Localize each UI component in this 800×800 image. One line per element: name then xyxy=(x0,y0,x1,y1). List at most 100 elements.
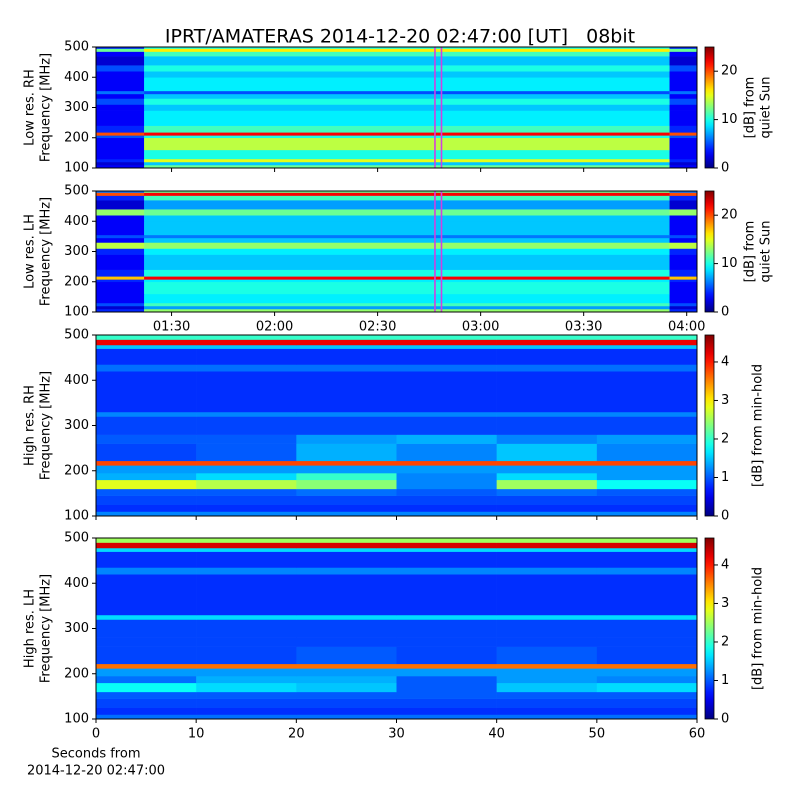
heatmap-cell xyxy=(669,132,698,136)
heatmap-cell xyxy=(144,71,670,78)
heatmap-cell xyxy=(396,339,497,346)
heatmap-cell xyxy=(196,676,297,684)
heatmap-cell xyxy=(96,276,145,280)
heatmap-cell xyxy=(144,242,670,249)
heatmap-cell xyxy=(296,574,397,616)
heatmap-cell xyxy=(96,691,197,699)
heatmap-cell xyxy=(669,158,698,163)
heatmap-cell xyxy=(144,302,670,307)
y-tick-label: 200 xyxy=(64,666,89,681)
heatmap-cell xyxy=(296,495,397,505)
heatmap-cell xyxy=(196,668,297,677)
chart-title: IPRT/AMATERAS 2014-12-20 02:47:00 [UT] 0… xyxy=(165,26,635,48)
heatmap-cell xyxy=(669,47,698,49)
heatmap-cell xyxy=(144,281,670,295)
heatmap-cell xyxy=(144,77,670,92)
heatmap-cell xyxy=(196,691,297,699)
heatmap-cell xyxy=(96,371,197,413)
heatmap-cell xyxy=(396,488,497,496)
heatmap-cell xyxy=(96,504,197,512)
heatmap-cell xyxy=(669,200,698,210)
colorbar xyxy=(704,334,715,517)
heatmap-cell xyxy=(196,348,297,365)
heatmap-cell xyxy=(96,279,145,283)
heatmap-cell xyxy=(296,479,397,490)
y-tick-label: 100 xyxy=(64,161,89,176)
heatmap-cell xyxy=(496,637,598,647)
heatmap-cell xyxy=(196,574,297,616)
heatmap-cell xyxy=(144,149,670,160)
heatmap-cell xyxy=(196,411,297,417)
heatmap-cell xyxy=(669,191,698,193)
heatmap-cell xyxy=(669,161,698,166)
heatmap-cell xyxy=(144,51,670,57)
heatmap-cell xyxy=(669,110,698,126)
heatmap-cell xyxy=(196,371,297,413)
y-axis-label: Low res. RH xyxy=(23,69,38,146)
heatmap-cell xyxy=(596,551,698,568)
heatmap-cell xyxy=(596,646,698,665)
heatmap-cell xyxy=(396,434,497,444)
heatmap-cell xyxy=(96,511,197,517)
heatmap-cell xyxy=(496,668,598,677)
heatmap-cell xyxy=(296,434,397,444)
heatmap-cell xyxy=(669,195,698,201)
heatmap-cell xyxy=(596,443,698,462)
heatmap-cell xyxy=(96,614,197,620)
heatmap-cell xyxy=(196,547,297,552)
heatmap-cell xyxy=(96,473,197,481)
heatmap-cell xyxy=(96,77,145,92)
heatmap-cell xyxy=(196,637,297,647)
x-tick-label: 02:00 xyxy=(256,320,293,335)
heatmap-cell xyxy=(96,149,145,160)
heatmap-cell xyxy=(196,614,297,620)
y-tick-label: 200 xyxy=(64,463,89,478)
heatmap-cell xyxy=(669,135,698,139)
heatmap-cell xyxy=(196,619,297,638)
colorbar-tick-label: 1 xyxy=(721,673,729,688)
heatmap-cell xyxy=(296,676,397,684)
heatmap-cell xyxy=(296,443,397,462)
heatmap-cell xyxy=(96,135,145,139)
heatmap-cell xyxy=(144,195,670,201)
colorbar-tick-label: 0 xyxy=(721,509,729,524)
heatmap-cell xyxy=(96,242,145,249)
heatmap-cell xyxy=(296,460,397,466)
heatmap-cell xyxy=(196,538,297,543)
heatmap-cell xyxy=(96,254,145,270)
heatmap-cell xyxy=(196,339,297,346)
heatmap-cell xyxy=(196,542,297,549)
heatmap-cell xyxy=(396,668,497,677)
y-tick-label: 100 xyxy=(64,509,89,524)
heatmap-cell xyxy=(96,335,197,340)
y-axis-label: High res. RH xyxy=(23,385,38,466)
x-tick-label: 0 xyxy=(92,727,100,742)
heatmap-cell xyxy=(196,495,297,505)
colorbar-label: [dB] from min-hold xyxy=(751,364,766,487)
heatmap-cell xyxy=(96,542,197,549)
heatmap-cell xyxy=(396,676,497,684)
heatmap-cell xyxy=(296,551,397,568)
heatmap-cell xyxy=(396,547,497,552)
heatmap-cell xyxy=(96,646,197,665)
heatmap-cell xyxy=(396,551,497,568)
heatmap-cell xyxy=(596,511,698,517)
heatmap-cell xyxy=(496,663,598,669)
heatmap-cell xyxy=(296,646,397,665)
heatmap-cell xyxy=(396,495,497,505)
heatmap-cell xyxy=(496,434,598,444)
x-tick-label: 30 xyxy=(388,727,405,742)
heatmap-cell xyxy=(496,691,598,699)
heatmap-cell xyxy=(396,416,497,435)
heatmap-cell xyxy=(296,714,397,720)
y-tick-label: 300 xyxy=(64,621,89,636)
heatmap-cell xyxy=(96,48,145,52)
heatmap-cell xyxy=(596,676,698,684)
heatmap-cell xyxy=(296,698,397,708)
heatmap-cell xyxy=(96,668,197,677)
heatmap-cell xyxy=(96,47,145,49)
heatmap-cell xyxy=(396,698,497,708)
heatmap-cell xyxy=(144,254,670,270)
y-axis-label: Frequency [MHz] xyxy=(39,574,54,683)
